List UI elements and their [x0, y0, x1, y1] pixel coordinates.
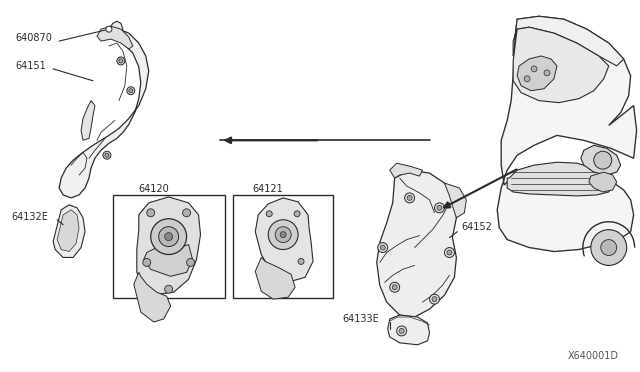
Circle shape	[601, 240, 617, 256]
Circle shape	[117, 57, 125, 65]
Circle shape	[127, 87, 135, 95]
Circle shape	[432, 296, 437, 302]
Circle shape	[182, 209, 191, 217]
Polygon shape	[589, 172, 617, 192]
Circle shape	[129, 89, 133, 93]
Polygon shape	[497, 16, 637, 251]
Circle shape	[429, 294, 440, 304]
Circle shape	[380, 245, 385, 250]
Circle shape	[103, 151, 111, 159]
Text: 64132E: 64132E	[12, 212, 48, 222]
Circle shape	[399, 328, 404, 333]
Circle shape	[594, 151, 612, 169]
Polygon shape	[137, 197, 200, 294]
Circle shape	[524, 76, 530, 82]
Text: 64120: 64120	[139, 184, 170, 194]
Circle shape	[407, 195, 412, 201]
Text: 64133E: 64133E	[342, 314, 379, 324]
Polygon shape	[57, 210, 79, 251]
Circle shape	[397, 326, 406, 336]
Circle shape	[187, 259, 195, 266]
Text: 640870: 640870	[15, 33, 52, 43]
Circle shape	[294, 211, 300, 217]
Circle shape	[143, 259, 151, 266]
Circle shape	[105, 153, 109, 157]
Polygon shape	[390, 163, 422, 178]
Polygon shape	[255, 198, 313, 281]
Polygon shape	[134, 272, 171, 322]
Circle shape	[447, 250, 452, 255]
Polygon shape	[388, 315, 429, 345]
Circle shape	[151, 219, 187, 254]
Circle shape	[437, 205, 442, 210]
Polygon shape	[517, 56, 557, 91]
Circle shape	[378, 243, 388, 253]
Polygon shape	[53, 205, 85, 257]
Circle shape	[147, 209, 155, 217]
Circle shape	[404, 193, 415, 203]
Circle shape	[531, 66, 537, 72]
Circle shape	[159, 227, 179, 247]
Polygon shape	[581, 145, 621, 175]
Text: X640001D: X640001D	[568, 351, 619, 361]
Polygon shape	[97, 26, 133, 49]
Bar	[113, 195, 225, 298]
Polygon shape	[255, 257, 295, 299]
Polygon shape	[444, 183, 467, 218]
Circle shape	[591, 230, 627, 265]
Circle shape	[106, 26, 112, 32]
Polygon shape	[59, 29, 148, 198]
Circle shape	[280, 232, 286, 238]
Circle shape	[435, 203, 444, 213]
Circle shape	[544, 70, 550, 76]
Polygon shape	[81, 101, 95, 140]
Circle shape	[164, 232, 173, 241]
Polygon shape	[377, 170, 456, 317]
Polygon shape	[513, 27, 609, 103]
Polygon shape	[513, 16, 623, 66]
Polygon shape	[507, 162, 612, 196]
Bar	[234, 195, 333, 298]
Circle shape	[164, 285, 173, 293]
Circle shape	[268, 220, 298, 250]
Circle shape	[119, 59, 123, 63]
Text: 64152: 64152	[461, 222, 492, 232]
Circle shape	[266, 211, 272, 217]
Polygon shape	[109, 21, 123, 33]
Polygon shape	[144, 244, 193, 276]
Circle shape	[390, 282, 399, 292]
Text: 64121: 64121	[252, 184, 283, 194]
Circle shape	[392, 285, 397, 290]
Text: 64151: 64151	[15, 61, 46, 71]
Circle shape	[298, 259, 304, 264]
Circle shape	[444, 247, 454, 257]
Circle shape	[275, 227, 291, 243]
